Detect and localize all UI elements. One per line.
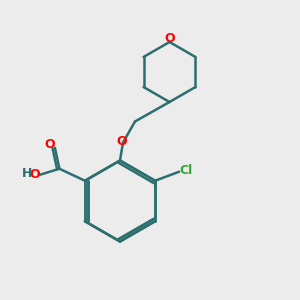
Text: O: O (29, 168, 40, 181)
Text: Cl: Cl (179, 164, 192, 177)
Text: O: O (116, 135, 127, 148)
Text: H: H (22, 167, 32, 180)
Text: O: O (164, 32, 175, 45)
Text: O: O (44, 138, 55, 151)
